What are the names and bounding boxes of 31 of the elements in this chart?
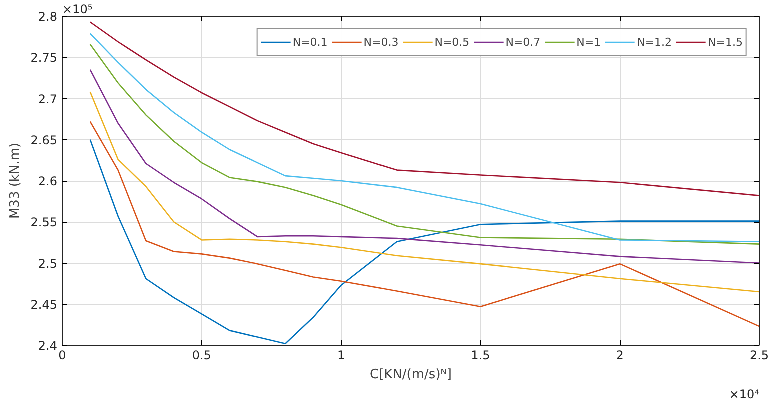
line-series	[90, 139, 760, 345]
y-tick-label: 2.65	[30, 133, 58, 148]
x-tick-label: 0	[58, 348, 66, 362]
legend-label: N=0.5	[434, 36, 470, 48]
y-tick-label: 2.75	[30, 51, 58, 66]
line-series	[90, 121, 760, 328]
y-tick-label: 2.4	[38, 339, 58, 353]
line-series	[90, 92, 760, 293]
y-tick-label: 2.45	[30, 298, 58, 312]
x-tick-label: 0.5	[192, 348, 212, 362]
y-tick-label: 2.8	[38, 10, 58, 24]
legend-label: N=0.7	[506, 36, 541, 48]
y-tick-label: 2.6	[38, 174, 58, 188]
legend-label: N=1	[576, 36, 602, 48]
text: ×10⁴	[729, 388, 760, 401]
line-series	[90, 69, 760, 264]
x-tick-label: 1	[337, 348, 346, 362]
y-tick-label: 2.5	[38, 256, 58, 271]
annotation: ×10⁵	[62, 2, 93, 16]
x-tick-label: 2	[616, 348, 624, 362]
legend-label: N=1.2	[637, 36, 672, 48]
y-tick-label: 2.7	[38, 92, 58, 106]
legend-label: N=0.3	[364, 36, 399, 48]
legend-label: N=1.5	[708, 36, 743, 48]
y-axis-title: M33 (kN.m)	[8, 142, 23, 220]
y-tick-label: 2.55	[30, 216, 58, 230]
line-series	[90, 22, 760, 196]
legend-label: N=0.1	[292, 36, 328, 48]
x-tick-label: 1.5	[471, 348, 490, 362]
x-tick-label: 2.5	[750, 348, 769, 362]
x-axis-title: C[KN/(m/s)ᴺ]	[370, 368, 452, 382]
